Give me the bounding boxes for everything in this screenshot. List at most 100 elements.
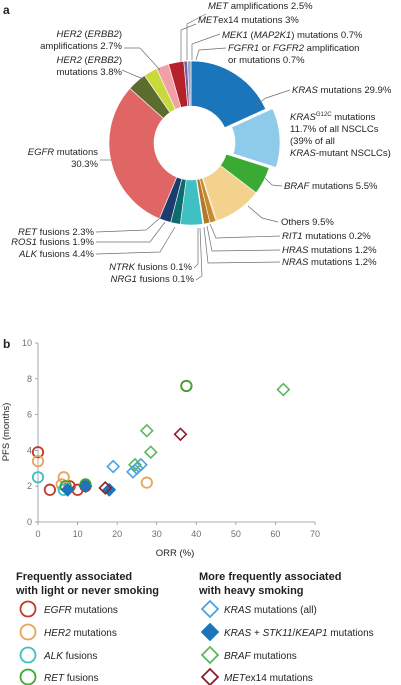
x-tick-label: 60 bbox=[270, 529, 280, 539]
label-metex14: METex14 mutations 3% bbox=[198, 15, 299, 26]
legend-right-header-2: with heavy smoking bbox=[198, 585, 304, 597]
panel-b-letter: b bbox=[3, 337, 10, 351]
legend-alk-label: ALK fusions bbox=[43, 651, 97, 662]
y-tick-label: 0 bbox=[27, 517, 32, 527]
label-others: Others 9.5% bbox=[281, 217, 334, 228]
scatter-point bbox=[98, 481, 113, 495]
scatter-point bbox=[128, 457, 142, 472]
legend-egfr-marker bbox=[19, 600, 37, 618]
leader-alk bbox=[95, 226, 176, 255]
label-her2mut-2: mutations 3.8% bbox=[57, 67, 123, 78]
panel-a-letter: a bbox=[3, 3, 10, 17]
label-g12c-4: KRAS-mutant NSCLCs) bbox=[290, 148, 391, 159]
y-tick-label: 2 bbox=[27, 481, 32, 491]
label-nras: NRAS mutations 1.2% bbox=[282, 257, 377, 268]
scatter-plot: 0 2 4 6 8 10 0 10 20 30 40 50 60 70 bbox=[22, 338, 320, 539]
x-tick-label: 0 bbox=[35, 529, 40, 539]
legend-her2-marker bbox=[19, 623, 37, 641]
scatter-points bbox=[31, 379, 291, 497]
legend-braf-marker bbox=[200, 645, 220, 665]
scatter-axes: 0 2 4 6 8 10 0 10 20 30 40 50 60 70 bbox=[22, 338, 320, 539]
legend-left-header-1: Frequently associated bbox=[16, 571, 132, 583]
legend-braf-label: BRAF mutations bbox=[224, 651, 297, 662]
label-nrg1: NRG1 fusions 0.1% bbox=[111, 274, 195, 285]
legend-ret-label: RET fusions bbox=[44, 673, 98, 684]
leader-braf bbox=[264, 177, 283, 187]
scatter-point bbox=[180, 379, 193, 393]
leader-nrg1 bbox=[195, 227, 203, 281]
legend-left-header-2: with light or never smoking bbox=[15, 585, 159, 597]
scatter-point bbox=[129, 461, 144, 476]
scatter-point bbox=[139, 423, 154, 438]
label-ret: RET fusions 2.3% bbox=[18, 227, 95, 238]
legend-alk-marker bbox=[19, 646, 37, 664]
scatter-point bbox=[143, 445, 158, 460]
x-tick-label: 40 bbox=[191, 529, 201, 539]
scatter-point bbox=[43, 483, 56, 496]
leader-nras bbox=[203, 226, 281, 264]
donut-slice-18 bbox=[187, 60, 192, 107]
legend-egfr-label: EGFR mutations bbox=[44, 605, 118, 616]
donut-slice-0 bbox=[190, 60, 267, 129]
scatter-point bbox=[60, 482, 75, 497]
scatter-point bbox=[57, 471, 70, 484]
y-tick-label: 6 bbox=[27, 410, 32, 420]
label-braf: BRAF mutations 5.5% bbox=[284, 181, 378, 192]
leader-her2mut bbox=[121, 69, 147, 81]
label-ros1: ROS1 fusions 1.9% bbox=[11, 237, 94, 248]
legend-metex14-marker bbox=[200, 667, 220, 685]
legend-her2-label: HER2 mutations bbox=[44, 628, 117, 639]
label-kras: KRAS mutations 29.9% bbox=[292, 85, 392, 96]
leader-ntrk bbox=[193, 228, 199, 269]
label-fgfr-1: FGFR1 or FGFR2 amplification bbox=[228, 43, 359, 54]
leader-mek1 bbox=[191, 33, 221, 60]
y-tick-label: 10 bbox=[22, 338, 32, 348]
label-mek1: MEK1 (MAP2K1) mutations 0.7% bbox=[222, 30, 363, 41]
leader-fgfr bbox=[195, 47, 227, 61]
leader-ros1 bbox=[96, 221, 166, 243]
label-fgfr-2: or mutations 0.7% bbox=[228, 55, 305, 66]
x-tick-label: 20 bbox=[112, 529, 122, 539]
leader-her2amp bbox=[124, 47, 161, 71]
scatter-point bbox=[140, 476, 153, 489]
scatter-point bbox=[31, 455, 45, 468]
donut-chart bbox=[108, 60, 281, 226]
y-axis-label: PFS (months) bbox=[1, 403, 12, 462]
donut-slice-12 bbox=[108, 87, 178, 220]
scatter-point bbox=[31, 446, 45, 459]
leader-ret bbox=[95, 217, 161, 233]
label-alk: ALK fusions 4.4% bbox=[18, 249, 95, 260]
label-ntrk: NTRK fusions 0.1% bbox=[109, 262, 192, 273]
legend-kras-stk11-marker bbox=[200, 622, 220, 642]
leader-hras bbox=[206, 225, 281, 252]
x-tick-label: 10 bbox=[73, 529, 83, 539]
label-met-amp: MET amplifications 2.5% bbox=[208, 1, 313, 12]
label-g12c-2: 11.7% of all NSCLCs bbox=[290, 124, 379, 135]
legend-right-header-1: More frequently associated bbox=[199, 571, 341, 583]
label-g12c-1: KRASG12C mutations bbox=[290, 112, 376, 123]
scatter-point bbox=[133, 457, 148, 472]
scatter-point bbox=[276, 382, 291, 397]
x-axis-label: ORR (%) bbox=[156, 548, 195, 559]
label-rit1: RIT1 mutations 0.2% bbox=[282, 231, 371, 242]
scatter-point bbox=[31, 471, 45, 484]
scatter-point bbox=[173, 427, 188, 442]
legend-kras-label: KRAS mutations (all) bbox=[224, 605, 317, 616]
x-tick-label: 30 bbox=[152, 529, 162, 539]
scatter-point bbox=[126, 464, 140, 479]
y-tick-label: 4 bbox=[27, 445, 32, 455]
legend-metex14-label: METex14 mutations bbox=[224, 673, 313, 684]
legend-kras-marker bbox=[200, 599, 220, 619]
legend-kras-stk11-label: KRAS + STK11/KEAP1 mutations bbox=[224, 628, 374, 639]
label-her2amp-1: HER2 (ERBB2) bbox=[57, 29, 122, 40]
leader-rit1 bbox=[209, 223, 281, 239]
legend-ret-marker bbox=[19, 668, 37, 685]
leader-met-amp bbox=[186, 13, 207, 60]
label-her2amp-2: amplifications 2.7% bbox=[40, 41, 122, 52]
label-egfr-1: EGFR mutations bbox=[28, 147, 98, 158]
y-tick-label: 8 bbox=[27, 374, 32, 384]
leader-others bbox=[247, 205, 279, 223]
scatter-point bbox=[78, 479, 93, 494]
x-tick-label: 70 bbox=[310, 529, 320, 539]
